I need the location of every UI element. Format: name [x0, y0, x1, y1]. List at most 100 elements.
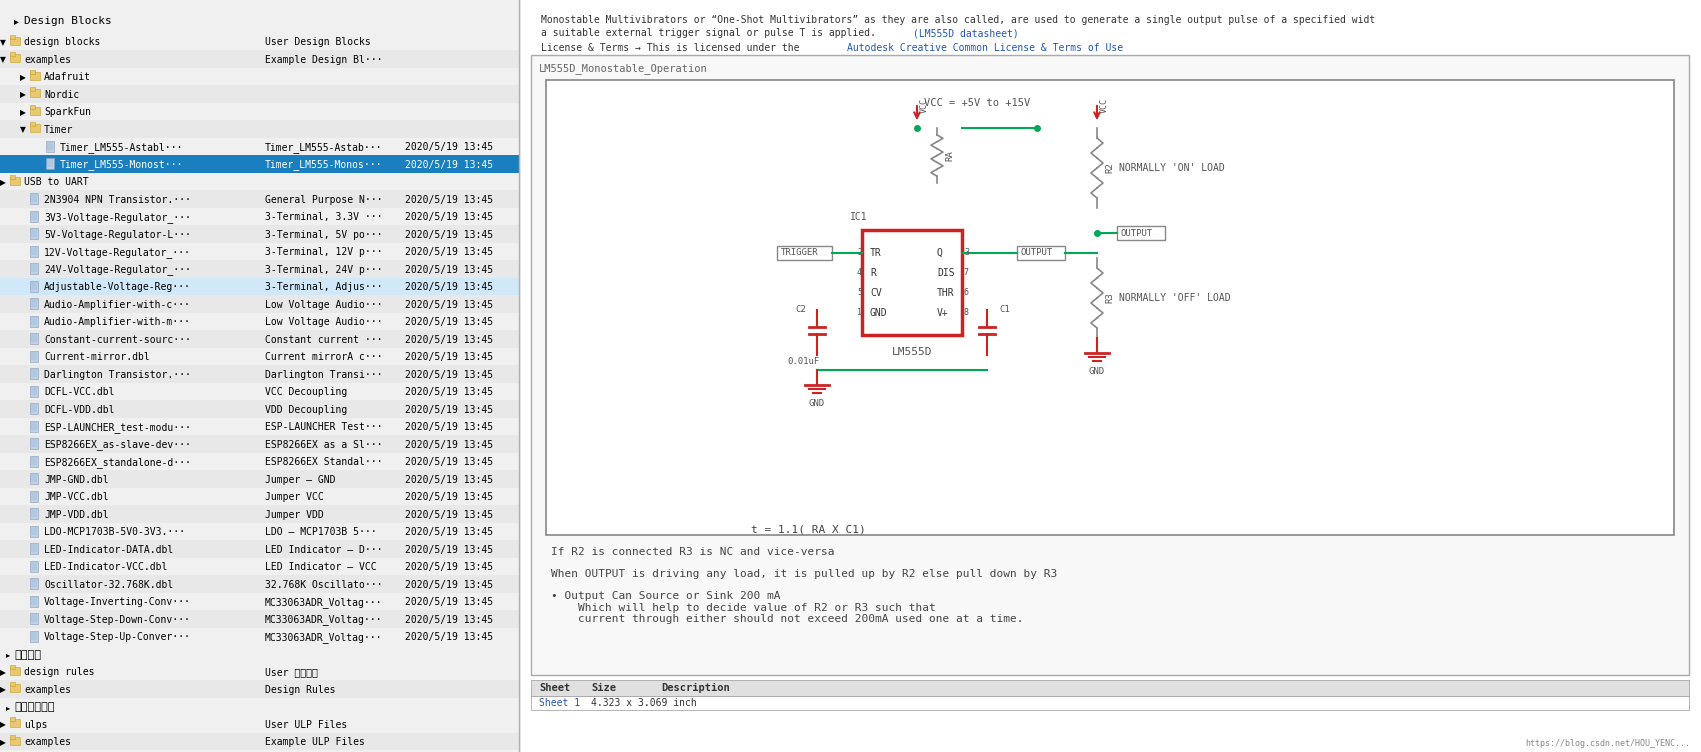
- Text: 2020/5/19 13:45: 2020/5/19 13:45: [405, 440, 493, 450]
- Text: Size: Size: [590, 683, 616, 693]
- Text: (LM555D datasheet): (LM555D datasheet): [913, 28, 1019, 38]
- Text: 2020/5/19 13:45: 2020/5/19 13:45: [405, 423, 493, 432]
- Text: 12V-Voltage-Regulator_···: 12V-Voltage-Regulator_···: [44, 247, 191, 258]
- Bar: [31, 298, 37, 309]
- Text: C1: C1: [998, 305, 1010, 314]
- Text: GND: GND: [869, 308, 888, 318]
- Bar: [31, 247, 37, 254]
- Bar: [31, 87, 36, 91]
- Text: ▼: ▼: [0, 55, 5, 64]
- Text: MC33063ADR_Voltag···: MC33063ADR_Voltag···: [265, 597, 383, 608]
- Text: 2020/5/19 13:45: 2020/5/19 13:45: [405, 212, 493, 223]
- Bar: [0, 610, 519, 627]
- Bar: [531, 680, 1689, 696]
- Bar: [31, 193, 37, 204]
- Text: ▶: ▶: [20, 108, 26, 117]
- Text: Timer: Timer: [44, 125, 73, 135]
- Bar: [31, 456, 37, 465]
- Bar: [531, 696, 1689, 710]
- Bar: [31, 438, 37, 449]
- Text: ESP8266EX Standal···: ESP8266EX Standal···: [265, 457, 383, 467]
- Text: Jumper VDD: Jumper VDD: [265, 510, 323, 520]
- Bar: [31, 281, 37, 290]
- Text: design rules: design rules: [24, 667, 95, 678]
- Text: ulps: ulps: [24, 720, 48, 729]
- Bar: [31, 630, 37, 641]
- Text: ▶: ▶: [0, 177, 5, 186]
- Text: 2020/5/19 13:45: 2020/5/19 13:45: [405, 300, 493, 310]
- Text: ESP-LAUNCHER_test-modu···: ESP-LAUNCHER_test-modu···: [44, 422, 191, 432]
- Bar: [31, 194, 37, 202]
- Text: MC33063ADR_Voltag···: MC33063ADR_Voltag···: [265, 614, 383, 625]
- Bar: [0, 277, 519, 295]
- Text: Timer_LM555-Astab···: Timer_LM555-Astab···: [265, 142, 383, 153]
- Text: OUTPUT: OUTPUT: [1121, 229, 1153, 238]
- Bar: [0, 365, 519, 383]
- Text: 3-Terminal, 5V po···: 3-Terminal, 5V po···: [265, 230, 383, 240]
- Bar: [31, 614, 37, 622]
- Bar: [31, 245, 37, 256]
- Bar: [31, 456, 37, 466]
- Text: 设计规则: 设计规则: [14, 650, 41, 660]
- Text: Current mirrorA c···: Current mirrorA c···: [265, 352, 383, 362]
- Bar: [31, 579, 37, 587]
- Text: Example Design Bl···: Example Design Bl···: [265, 55, 383, 65]
- Text: ▶: ▶: [20, 90, 26, 99]
- Bar: [31, 229, 37, 237]
- Text: ▶: ▶: [0, 685, 5, 694]
- Bar: [0, 680, 519, 698]
- Text: VDD Decoupling: VDD Decoupling: [265, 405, 347, 415]
- Text: 2020/5/19 13:45: 2020/5/19 13:45: [405, 282, 493, 293]
- Text: R3: R3: [1106, 293, 1114, 303]
- Text: LDO-MCP1703B-5V0-3V3.···: LDO-MCP1703B-5V0-3V3.···: [44, 527, 185, 537]
- Bar: [31, 228, 37, 239]
- Text: 7: 7: [964, 268, 970, 277]
- Bar: [31, 613, 37, 624]
- Text: examples: examples: [24, 55, 71, 65]
- Text: User ULP Files: User ULP Files: [265, 720, 347, 729]
- Text: R2: R2: [1106, 162, 1114, 174]
- Text: ▶: ▶: [0, 720, 5, 729]
- Text: 2020/5/19 13:45: 2020/5/19 13:45: [405, 352, 493, 362]
- Bar: [46, 158, 54, 169]
- Bar: [31, 560, 37, 572]
- Bar: [10, 665, 15, 669]
- Bar: [31, 526, 37, 536]
- Bar: [31, 544, 37, 552]
- Bar: [31, 543, 37, 554]
- Bar: [1118, 226, 1165, 240]
- Bar: [0, 120, 519, 138]
- Bar: [31, 386, 37, 396]
- Text: Adafruit: Adafruit: [44, 72, 90, 82]
- Bar: [0, 295, 519, 313]
- Text: ▸: ▸: [7, 703, 10, 711]
- Text: Low Voltage Audio···: Low Voltage Audio···: [265, 300, 383, 310]
- Text: JMP-GND.dbl: JMP-GND.dbl: [44, 475, 109, 485]
- Text: NORMALLY 'OFF' LOAD: NORMALLY 'OFF' LOAD: [1119, 293, 1230, 303]
- Bar: [31, 578, 37, 589]
- Bar: [31, 562, 37, 569]
- Bar: [0, 190, 519, 208]
- Text: Jumper — GND: Jumper — GND: [265, 475, 335, 485]
- Bar: [0, 85, 519, 102]
- Text: VCC = +5V to +15V: VCC = +5V to +15V: [924, 98, 1031, 108]
- Text: Voltage-Inverting-Conv···: Voltage-Inverting-Conv···: [44, 597, 191, 608]
- Bar: [0, 225, 519, 242]
- Bar: [31, 263, 37, 274]
- Bar: [31, 632, 37, 639]
- Text: 2020/5/19 13:45: 2020/5/19 13:45: [405, 265, 493, 274]
- Text: 2020/5/19 13:45: 2020/5/19 13:45: [405, 475, 493, 485]
- Bar: [31, 404, 37, 412]
- Text: 2020/5/19 13:45: 2020/5/19 13:45: [405, 335, 493, 344]
- Text: DIS: DIS: [937, 268, 954, 277]
- Text: LM555D_Monostable_Operation: LM555D_Monostable_Operation: [539, 63, 708, 74]
- Bar: [0, 505, 519, 523]
- Text: https://blog.csdn.net/HOU_YENC...: https://blog.csdn.net/HOU_YENC...: [1526, 739, 1691, 748]
- Text: 2020/5/19 13:45: 2020/5/19 13:45: [405, 247, 493, 257]
- Bar: [10, 174, 15, 178]
- Text: VCC Decoupling: VCC Decoupling: [265, 387, 347, 397]
- Text: Design Rules: Design Rules: [265, 685, 335, 695]
- Bar: [31, 211, 37, 220]
- Text: 24V-Voltage-Regulator_···: 24V-Voltage-Regulator_···: [44, 264, 191, 275]
- Text: Audio-Amplifier-with-c···: Audio-Amplifier-with-c···: [44, 300, 191, 310]
